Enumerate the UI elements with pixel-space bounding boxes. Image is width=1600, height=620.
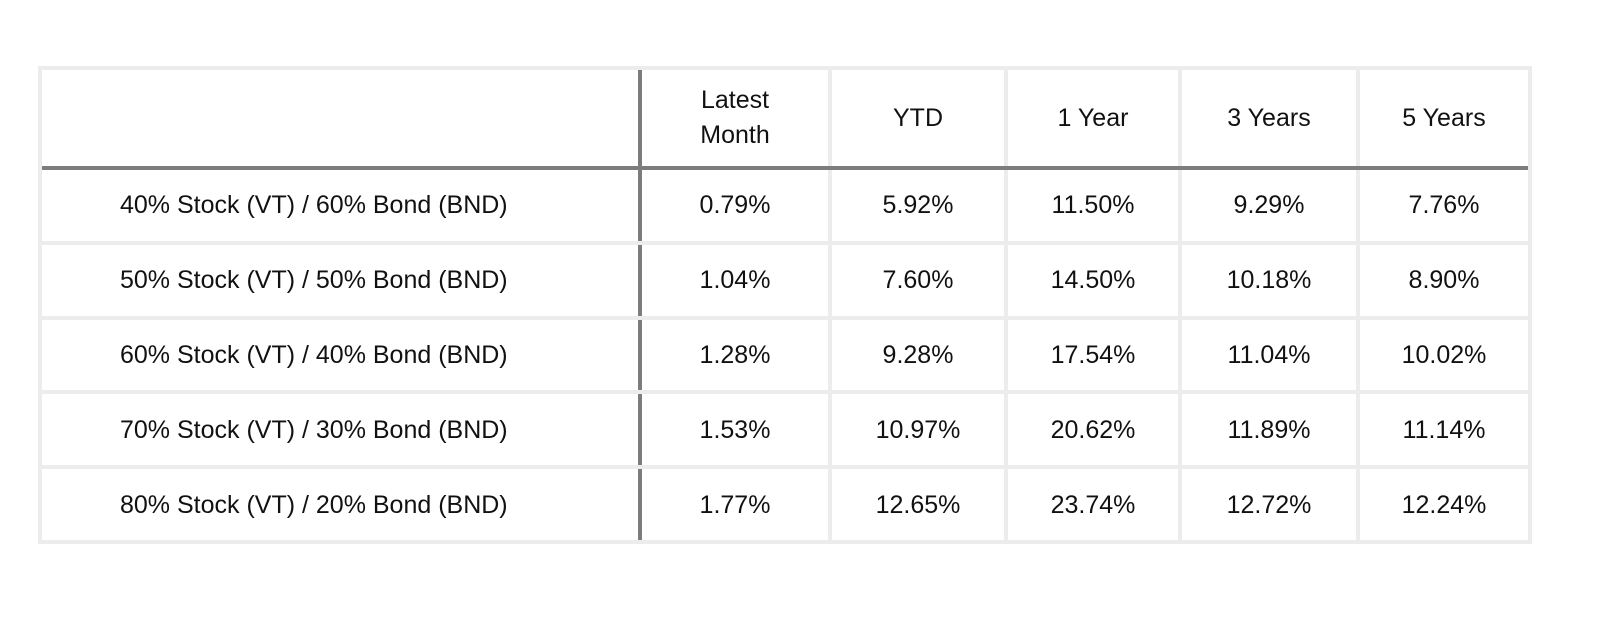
row-label: 80% Stock (VT) / 20% Bond (BND) (42, 467, 642, 540)
returns-table: Latest Month YTD 1 Year 3 Years 5 Years 4… (42, 70, 1528, 540)
header-cell-1-year: 1 Year (1006, 70, 1182, 170)
header-row: Latest Month YTD 1 Year 3 Years 5 Years (42, 70, 1528, 170)
cell-5-years: 10.02% (1358, 317, 1528, 395)
cell-3-years: 10.18% (1180, 242, 1360, 320)
cell-1-year: 11.50% (1006, 168, 1182, 245)
table-row: 40% Stock (VT) / 60% Bond (BND) 0.79% 5.… (42, 168, 1528, 245)
table-row: 50% Stock (VT) / 50% Bond (BND) 1.04% 7.… (42, 242, 1528, 320)
row-label: 70% Stock (VT) / 30% Bond (BND) (42, 392, 642, 470)
header-cell-latest-month: Latest Month (640, 70, 832, 170)
cell-1-year: 14.50% (1006, 242, 1182, 320)
returns-table-container: Latest Month YTD 1 Year 3 Years 5 Years 4… (38, 66, 1532, 544)
cell-5-years: 11.14% (1358, 392, 1528, 470)
cell-3-years: 11.89% (1180, 392, 1360, 470)
header-cell-ytd: YTD (830, 70, 1008, 170)
row-label: 60% Stock (VT) / 40% Bond (BND) (42, 317, 642, 395)
table-row: 60% Stock (VT) / 40% Bond (BND) 1.28% 9.… (42, 317, 1528, 395)
cell-ytd: 7.60% (830, 242, 1008, 320)
cell-latest-month: 1.53% (640, 392, 832, 470)
header-latest-month-line-1: Latest (700, 86, 770, 114)
table-row: 80% Stock (VT) / 20% Bond (BND) 1.77% 12… (42, 467, 1528, 540)
cell-latest-month: 1.04% (640, 242, 832, 320)
header-cell-3-years: 3 Years (1180, 70, 1360, 170)
row-label: 50% Stock (VT) / 50% Bond (BND) (42, 242, 642, 320)
cell-1-year: 20.62% (1006, 392, 1182, 470)
cell-5-years: 8.90% (1358, 242, 1528, 320)
table-row: 70% Stock (VT) / 30% Bond (BND) 1.53% 10… (42, 392, 1528, 470)
cell-3-years: 12.72% (1180, 467, 1360, 540)
cell-5-years: 12.24% (1401, 490, 1487, 519)
header-cell-5-years: 5 Years (1358, 70, 1528, 170)
cell-ytd: 9.28% (830, 317, 1008, 395)
cell-1-year: 23.74% (1006, 467, 1182, 540)
header-cell-empty (42, 70, 642, 170)
cell-latest-month: 1.28% (640, 317, 832, 395)
cell-3-years: 9.29% (1180, 168, 1360, 245)
cell-ytd: 12.65% (830, 467, 1008, 540)
header-latest-month-line-2: Month (700, 121, 770, 149)
cell-1-year: 17.54% (1006, 317, 1182, 395)
cell-ytd: 5.92% (830, 168, 1008, 245)
cell-5-years: 7.76% (1358, 168, 1528, 245)
row-label: 40% Stock (VT) / 60% Bond (BND) (42, 168, 642, 245)
cell-latest-month: 1.77% (640, 467, 832, 540)
header-latest-month-text: Latest Month (700, 83, 769, 153)
cell-3-years: 11.04% (1180, 317, 1360, 395)
cell-latest-month: 0.79% (640, 168, 832, 245)
cell-ytd: 10.97% (830, 392, 1008, 470)
